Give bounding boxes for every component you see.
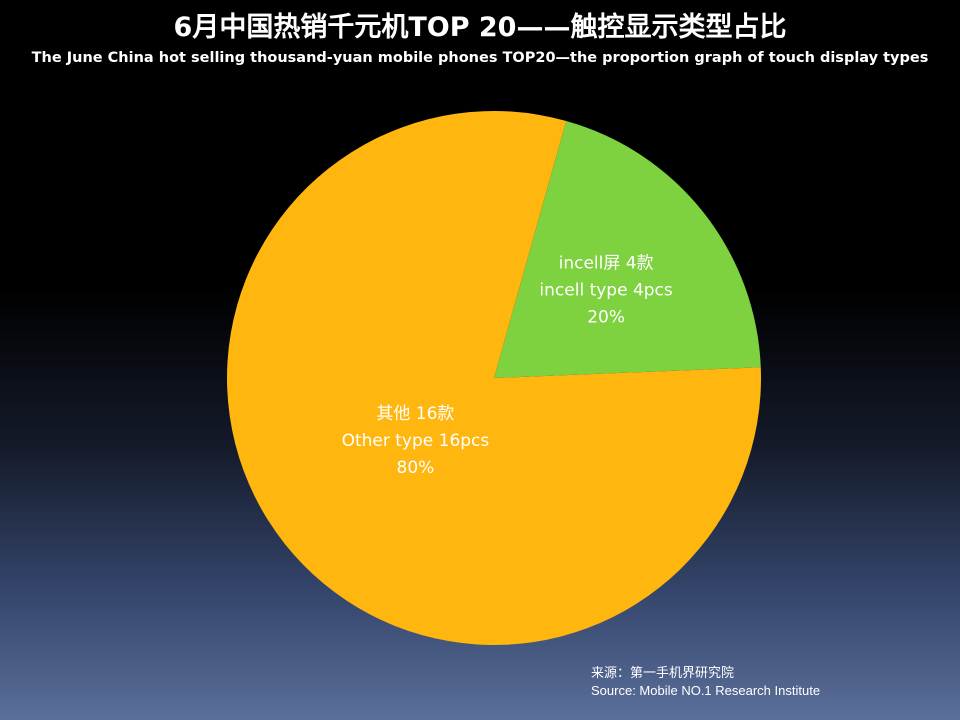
source-line-en: Source: Mobile NO.1 Research Institute: [591, 683, 821, 698]
chart-subtitle: The June China hot selling thousand-yuan…: [31, 50, 929, 66]
slice-label-1-line-2: 80%: [397, 458, 435, 478]
slice-label-0: incell屏 4款 incell type 4pcs 20%: [539, 253, 672, 327]
chart-title: 6月中国热销千元机TOP 20——触控显示类型占比: [173, 12, 787, 43]
slice-label-0-line-2: 20%: [587, 307, 625, 327]
chart-title-block: 6月中国热销千元机TOP 20——触控显示类型占比 The June China…: [0, 10, 960, 68]
slice-label-1-line-1: Other type 16pcs: [342, 431, 490, 451]
slice-label-0-line-0: incell屏 4款: [559, 253, 654, 273]
pie-slice-1: [227, 111, 761, 645]
source-line-cn: 来源：第一手机界研究院: [591, 665, 735, 680]
pie-slice-0: [494, 120, 761, 378]
source-note: 来源：第一手机界研究院 Source: Mobile NO.1 Research…: [591, 664, 820, 700]
slice-label-1: 其他 16款 Other type 16pcs 80%: [342, 404, 490, 478]
slice-label-1-line-0: 其他 16款: [376, 404, 454, 424]
slice-label-0-line-1: incell type 4pcs: [539, 280, 672, 300]
